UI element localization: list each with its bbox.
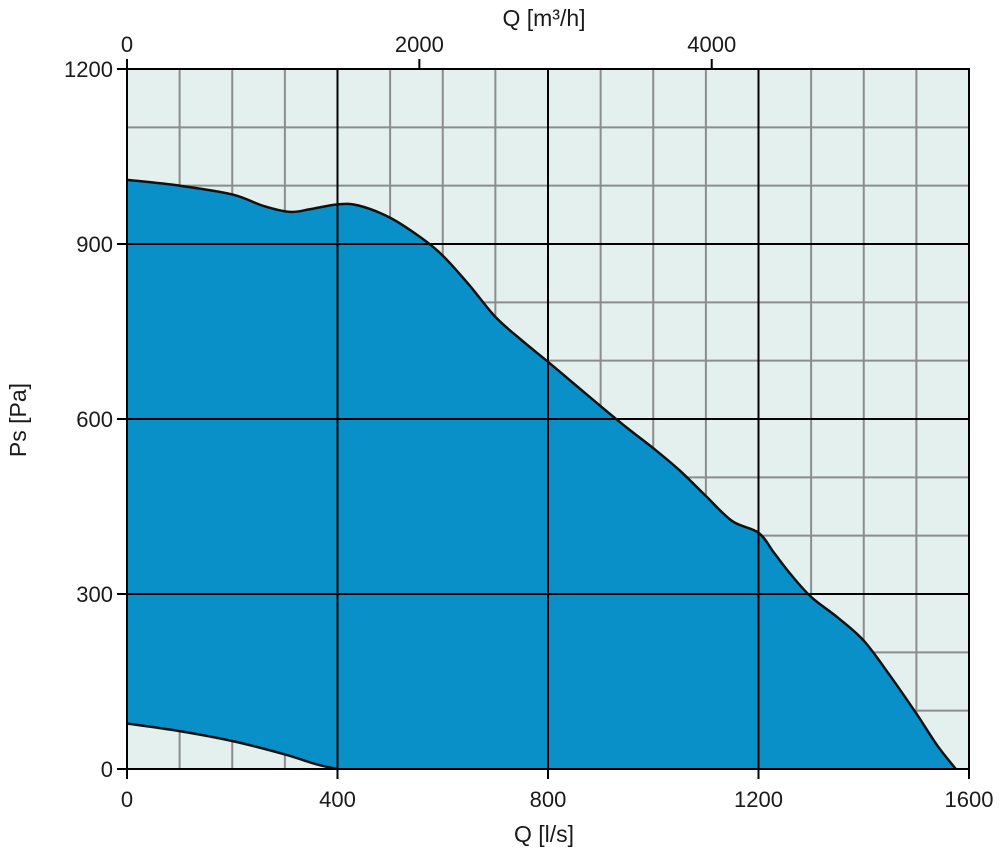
- x-axis-label: Q [l/s]: [514, 821, 574, 847]
- y-axis-label: Ps [Pa]: [5, 383, 31, 457]
- x-tick-label: 1600: [945, 787, 994, 812]
- axis-ticks: [117, 59, 970, 779]
- performance-area: [127, 179, 956, 769]
- y-tick-label: 0: [101, 757, 113, 782]
- y-tick-label: 1200: [64, 57, 113, 82]
- upper-curve-line: [126, 178, 957, 770]
- x-tick-label: 1200: [734, 787, 783, 812]
- tick-labels: 0 400 800 1200 1600 0 2000 4000 0 300 600 900 1200: [64, 32, 993, 812]
- lower-curve-line: [126, 722, 338, 771]
- x2-axis-label: Q [m³/h]: [502, 5, 585, 31]
- x-tick-label: 800: [530, 787, 567, 812]
- major-grid: [127, 69, 969, 769]
- y-tick-label: 300: [76, 582, 113, 607]
- x-tick-label: 400: [319, 787, 356, 812]
- y-tick-label: 600: [76, 407, 113, 432]
- y-tick-label: 900: [76, 232, 113, 257]
- x2-tick-label: 0: [121, 32, 133, 57]
- x2-tick-label: 2000: [395, 32, 444, 57]
- x-tick-label: 0: [121, 787, 133, 812]
- x2-tick-label: 4000: [687, 32, 736, 57]
